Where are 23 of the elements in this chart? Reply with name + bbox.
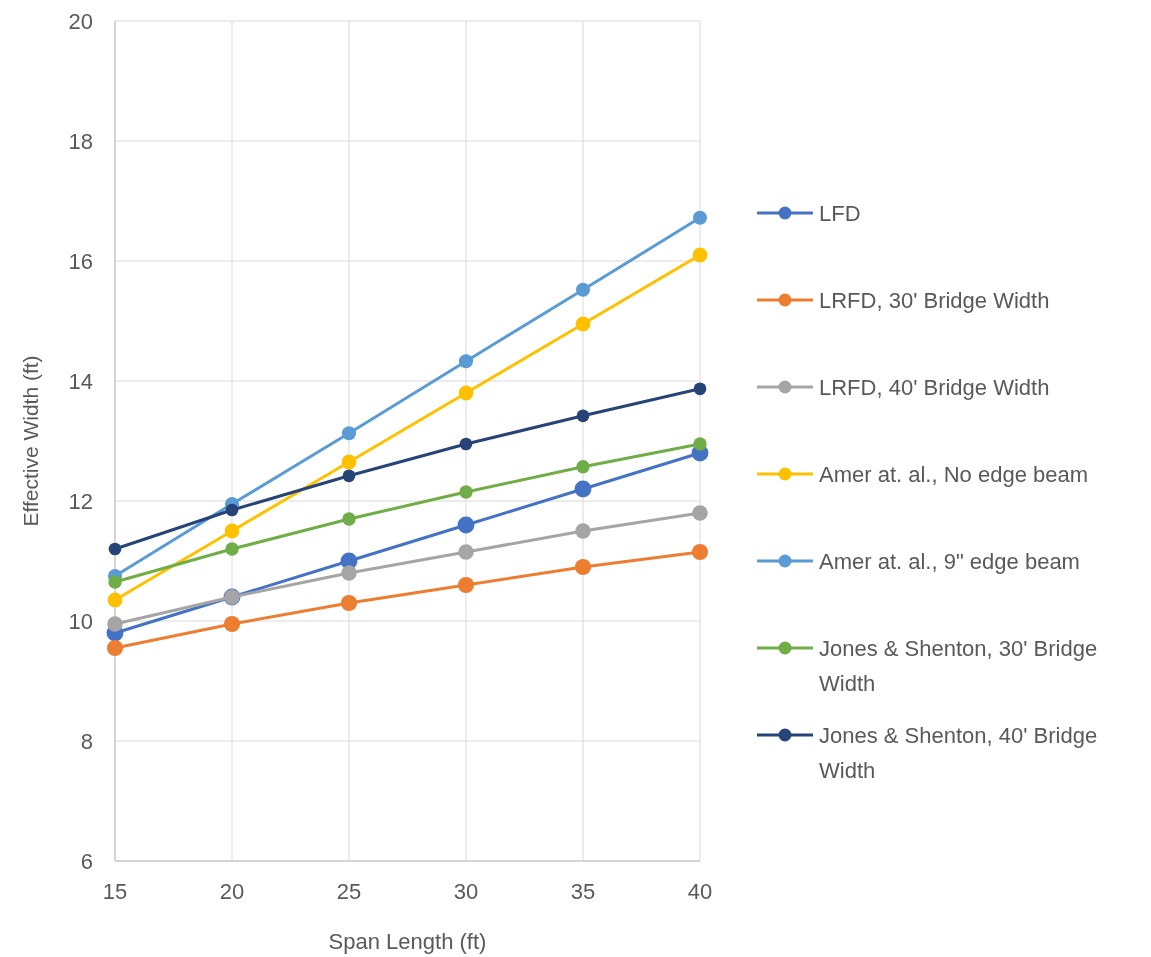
x-tick-label: 30 (453, 879, 479, 904)
y-tick-label: 16 (68, 248, 93, 274)
x-tick-label: 25 (336, 879, 362, 904)
y-tick-label: 8 (80, 728, 93, 754)
legend-label: Amer at. al., 9" edge beam (819, 548, 1080, 574)
y-tick-label: 14 (68, 368, 93, 394)
legend-label: LFD (819, 200, 861, 226)
legend-label: Jones & Shenton, 40' Bridge Width (819, 722, 1098, 783)
x-tick-label: 35 (570, 879, 596, 904)
y-tick-label: 20 (68, 8, 93, 34)
y-axis-title: Effective Width (ft) (19, 355, 42, 527)
x-tick-label: 40 (687, 879, 713, 904)
y-tick-label: 18 (68, 128, 93, 154)
y-tick-label: 12 (68, 488, 93, 514)
x-tick-label: 20 (219, 879, 245, 904)
y-tick-label: 10 (68, 608, 93, 634)
y-tick-label: 6 (80, 848, 93, 874)
x-tick-label: 15 (102, 879, 128, 904)
legend-label: LRFD, 40' Bridge Width (819, 374, 1050, 400)
x-axis-title: Span Length (ft) (328, 929, 487, 954)
legend-label: LRFD, 30' Bridge Width (819, 287, 1050, 313)
legend-label: Jones & Shenton, 30' Bridge Width (819, 635, 1098, 696)
legend-label: Amer at. al., No edge beam (819, 461, 1089, 487)
